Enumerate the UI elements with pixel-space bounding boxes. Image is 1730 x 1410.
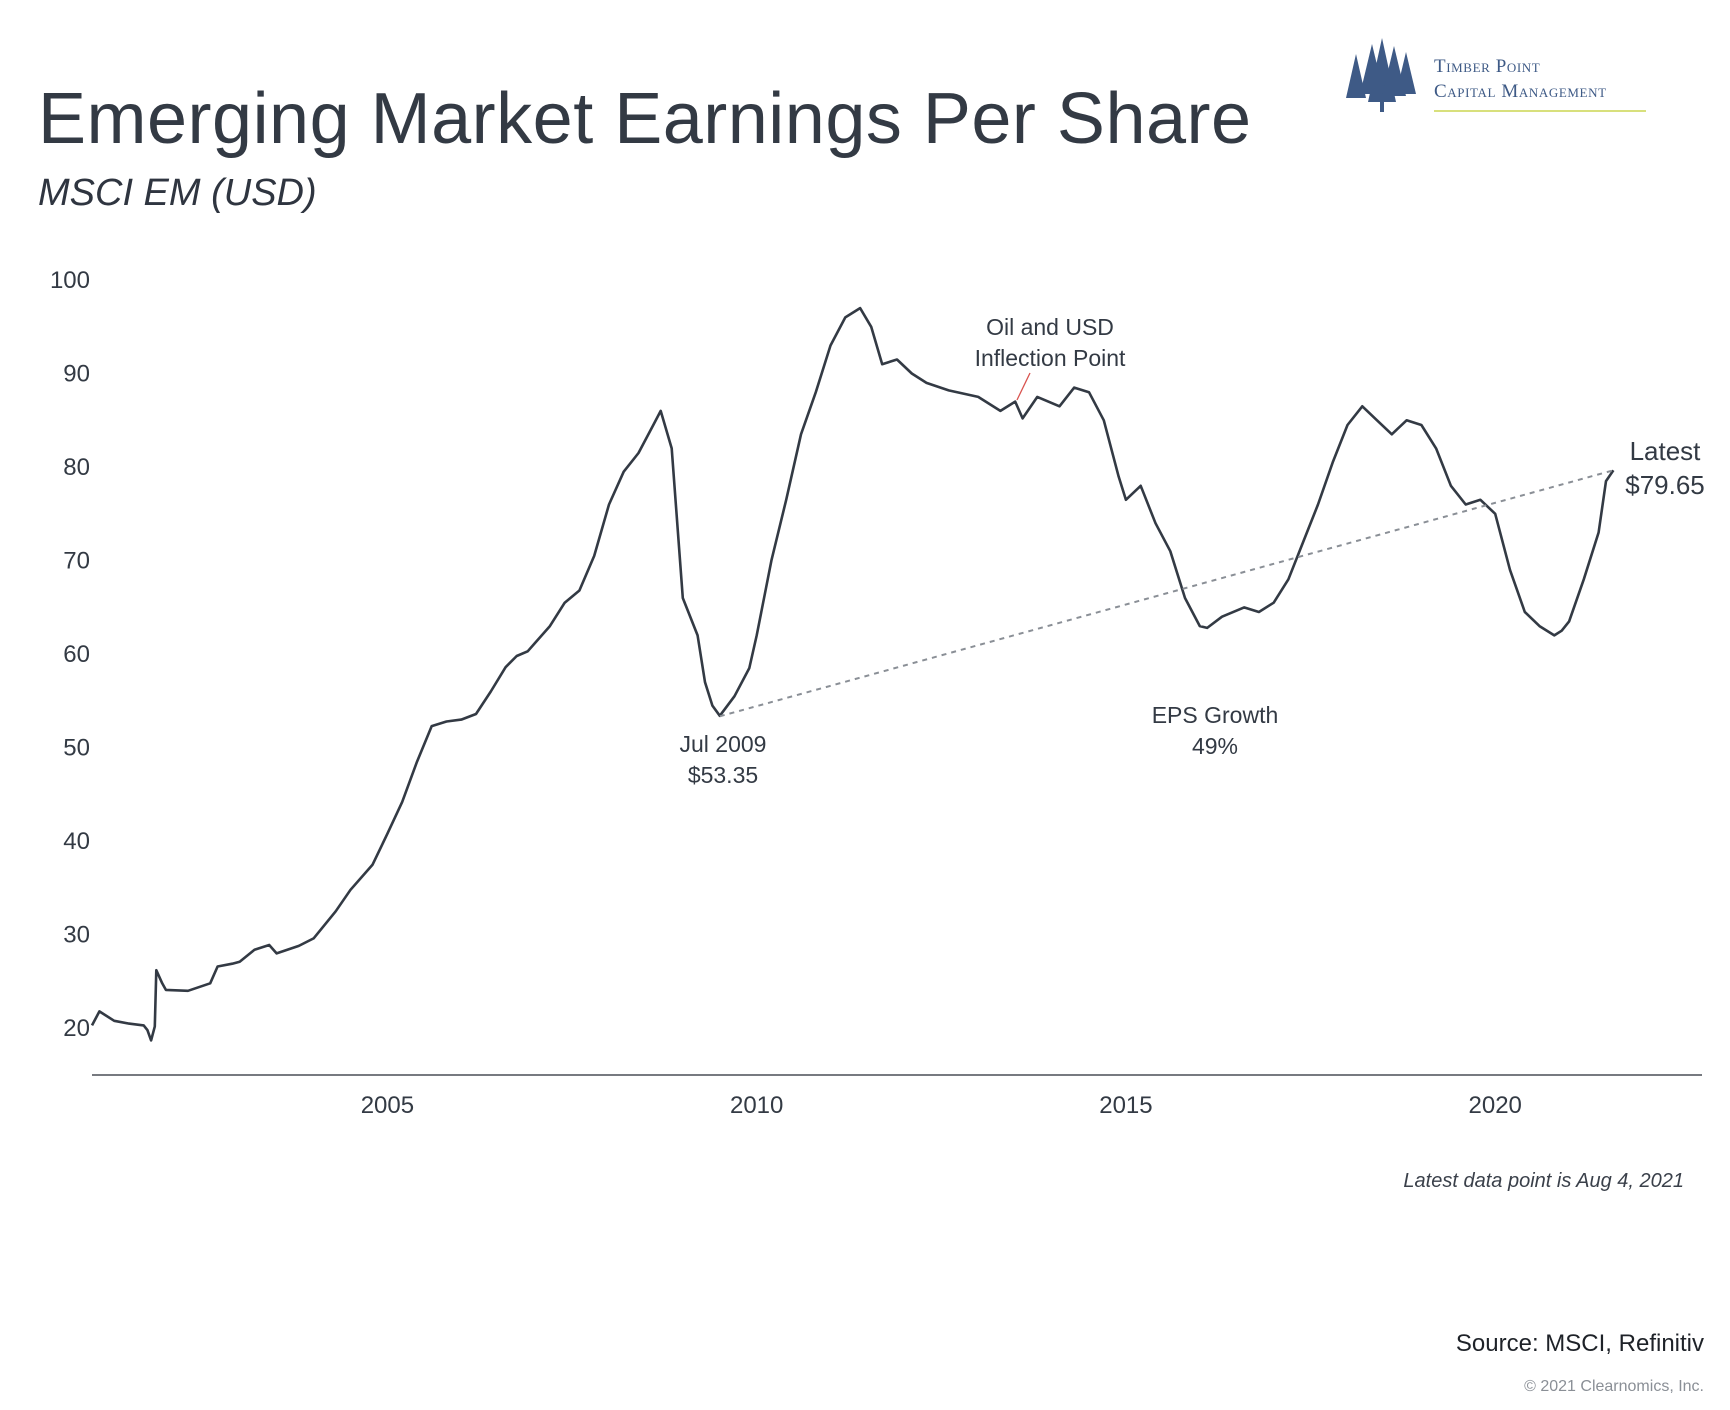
page-title: Emerging Market Earnings Per Share [38, 79, 1252, 159]
logo-text: Timber Point Capital Management [1434, 54, 1607, 104]
annotation-text: Jul 2009 [680, 731, 767, 757]
source-credit: Source: MSCI, Refinitiv [1455, 1330, 1704, 1357]
y-axis: 20 30 40 50 60 70 80 90 100 [50, 267, 90, 1042]
y-tick-label: 100 [50, 267, 90, 294]
y-tick-label: 90 [63, 361, 90, 388]
annotation-text: $53.35 [688, 762, 758, 788]
company-logo: Timber Point Capital Management [1342, 34, 1662, 124]
x-tick-label: 2010 [730, 1092, 783, 1119]
copyright: © 2021 Clearnomics, Inc. [1524, 1378, 1704, 1395]
annotation-oil-usd: Oil and USD Inflection Point [975, 314, 1126, 371]
eps-series-line [90, 306, 1615, 1042]
logo-line-2: Capital Management [1434, 81, 1607, 102]
annotation-text: EPS Growth [1152, 702, 1279, 728]
annotation-text: Oil and USD [986, 314, 1114, 340]
annotation-text: 49% [1192, 733, 1238, 759]
logo-line-1: Timber Point [1434, 56, 1541, 77]
annotation-jul-2009: Jul 2009 $53.35 [680, 731, 767, 788]
y-tick-label: 40 [63, 828, 90, 855]
x-axis: 2005 2010 2015 2020 [92, 1074, 1702, 1119]
y-tick-label: 80 [63, 454, 90, 481]
annotation-text: $79.65 [1625, 470, 1705, 500]
x-tick-label: 2005 [361, 1092, 414, 1119]
x-tick-label: 2020 [1469, 1092, 1522, 1119]
annotation-text: Inflection Point [975, 345, 1126, 371]
eps-growth-trendline [719, 469, 1614, 718]
logo-underline [1434, 110, 1646, 112]
y-tick-label: 30 [63, 922, 90, 949]
annotation-pointer [1016, 372, 1031, 401]
plot-area [90, 306, 1615, 1042]
y-tick-label: 70 [63, 548, 90, 575]
annotations: Jul 2009 $53.35 Oil and USD Inflection Poin… [680, 314, 1705, 788]
annotation-eps-growth: EPS Growth 49% [1152, 702, 1279, 759]
x-tick-label: 2015 [1099, 1092, 1152, 1119]
y-tick-label: 20 [63, 1015, 90, 1042]
y-tick-label: 60 [63, 641, 90, 668]
page-subtitle: MSCI EM (USD) [38, 172, 317, 214]
y-tick-label: 50 [63, 735, 90, 762]
annotation-latest: Latest $79.65 [1625, 436, 1705, 500]
latest-data-note: Latest data point is Aug 4, 2021 [1403, 1170, 1684, 1192]
pine-trees-icon [1346, 38, 1416, 112]
annotation-text: Latest [1630, 436, 1702, 466]
